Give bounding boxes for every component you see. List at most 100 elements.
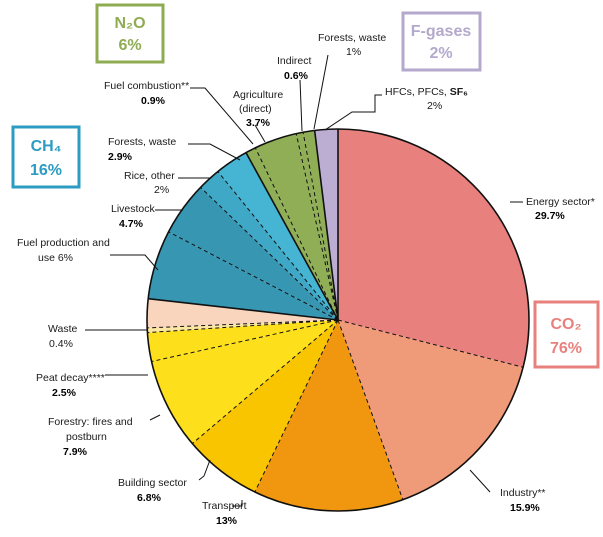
n2o-group-box: N₂O 6% — [95, 3, 165, 64]
leader-fuelprod — [110, 254, 159, 271]
pie-slice-agriculture-direct-13 — [255, 133, 338, 320]
leader-building — [198, 459, 211, 481]
label-waste: Waste 0.4% — [48, 323, 78, 350]
leader-forestry — [149, 414, 161, 421]
svg-text:Forests, waste: Forests, waste — [318, 32, 386, 44]
svg-text:2.9%: 2.9% — [108, 151, 133, 163]
leader-n2oforests — [313, 54, 329, 130]
leader-agri — [254, 124, 266, 143]
leader-ch4forests — [188, 143, 241, 161]
fgas-group-pct: 2% — [429, 45, 452, 62]
leader-hfc — [324, 94, 382, 131]
label-rice: Rice, other 2% — [124, 170, 175, 196]
co2-group-pct: 76% — [550, 340, 582, 357]
ch4-group-box: CH₄ 16% — [11, 125, 81, 189]
leader-indirect — [299, 79, 303, 132]
label-livestock: Livestock 4.7% — [111, 203, 156, 230]
leader-lines — [85, 54, 523, 507]
svg-text:Forestry: fires and: Forestry: fires and — [48, 416, 133, 428]
slice-labels: Energy sector* 29.7% Industry** 15.9% Tr… — [17, 32, 595, 527]
slice-divider-7 — [148, 297, 339, 321]
label-building: Building sector 6.8% — [118, 477, 187, 504]
leader-fuelcomb — [190, 87, 254, 145]
svg-text:Indirect: Indirect — [277, 55, 312, 67]
n2o-group-pct: 6% — [118, 37, 141, 54]
svg-text:Building sector: Building sector — [118, 477, 187, 489]
label-fuelprod: Fuel production and use 6% — [17, 237, 110, 264]
pie-slice-forestry-fires-and-postburn-4 — [151, 320, 338, 444]
fgas-group-box: F-gases 2% — [401, 11, 482, 72]
svg-text:Fuel combustion**: Fuel combustion** — [104, 80, 189, 92]
slice-divider-4 — [151, 319, 339, 363]
svg-text:(direct): (direct) — [239, 103, 272, 115]
label-n2oforests: Forests, waste 1% — [318, 32, 386, 58]
label-transport: Transport 13% — [202, 500, 247, 527]
pie-slice-transport-2 — [254, 320, 403, 512]
slice-divider-1 — [337, 319, 404, 500]
label-forestry: Forestry: fires and postburn 7.9% — [48, 416, 133, 458]
svg-text:29.7%: 29.7% — [535, 210, 565, 222]
svg-text:HFCs, PFCs, SF₆: HFCs, PFCs, SF₆ — [385, 86, 468, 98]
label-indirect: Indirect 0.6% — [277, 55, 312, 82]
pie-slice-livestock-9 — [168, 187, 338, 320]
pie-slice-peat-decay-5 — [147, 320, 338, 362]
pie-slices — [146, 128, 530, 512]
label-agri: Agriculture (direct) 3.7% — [233, 89, 283, 129]
svg-text:Fuel production and: Fuel production and — [17, 237, 110, 249]
svg-text:2%: 2% — [427, 100, 442, 112]
slice-divider-14 — [302, 132, 339, 321]
pie-slice-fuel-production-and-use-8 — [148, 231, 338, 320]
svg-text:Agriculture: Agriculture — [233, 89, 283, 101]
svg-text:Waste: Waste — [48, 323, 78, 335]
pie-slice-industry-1 — [338, 320, 524, 500]
svg-text:Energy sector*: Energy sector* — [526, 196, 595, 208]
slice-divider-5 — [147, 319, 339, 334]
svg-text:0.6%: 0.6% — [284, 70, 309, 82]
pie-slice-building-sector-3 — [192, 320, 338, 492]
label-energy: Energy sector* 29.7% — [526, 196, 595, 222]
svg-text:3.7%: 3.7% — [246, 117, 271, 129]
label-ch4forests: Forests, waste 2.9% — [108, 136, 176, 163]
svg-text:1%: 1% — [346, 46, 361, 58]
n2o-group-name: N₂O — [114, 15, 145, 32]
slice-divider-10 — [217, 171, 339, 321]
slice-divider-13 — [295, 133, 339, 321]
svg-text:Peat decay****: Peat decay**** — [36, 372, 105, 384]
label-hfc: HFCs, PFCs, SF₆ 2% — [385, 86, 468, 112]
svg-text:Forests, waste: Forests, waste — [108, 136, 176, 148]
slice-divider-9 — [200, 186, 339, 321]
co2-group-box: CO₂ 76% — [533, 300, 600, 369]
slice-divider-2 — [254, 319, 339, 493]
ch4-group-name: CH₄ — [31, 138, 62, 155]
svg-text:2.5%: 2.5% — [52, 387, 77, 399]
ch4-group-pct: 16% — [30, 162, 62, 179]
svg-text:Transport: Transport — [202, 500, 247, 512]
pie-outline — [146, 128, 530, 512]
svg-text:postburn: postburn — [66, 431, 107, 443]
pie-slice-forests-waste-15 — [303, 130, 338, 320]
svg-text:6.8%: 6.8% — [137, 492, 162, 504]
svg-text:Rice, other: Rice, other — [124, 170, 175, 182]
svg-text:2%: 2% — [154, 184, 169, 196]
slice-divider-12 — [254, 147, 339, 321]
svg-text:0.9%: 0.9% — [141, 95, 166, 107]
svg-text:15.9%: 15.9% — [510, 502, 540, 514]
label-peat: Peat decay**** 2.5% — [36, 372, 105, 399]
co2-group-name: CO₂ — [550, 316, 581, 333]
svg-text:Industry**: Industry** — [500, 487, 546, 499]
svg-text:4.7%: 4.7% — [119, 218, 144, 230]
pie-slice-indirect-14 — [296, 132, 338, 320]
pie-slice-forests-waste-11 — [217, 152, 338, 320]
svg-text:Livestock: Livestock — [111, 203, 156, 215]
svg-text:7.9%: 7.9% — [63, 446, 88, 458]
leader-industry — [469, 469, 491, 493]
label-fuelcomb: Fuel combustion** 0.9% — [104, 80, 189, 107]
slice-divider-15 — [313, 130, 339, 321]
pie-slice-rice-other-10 — [200, 171, 338, 320]
svg-text:0.4%: 0.4% — [49, 338, 73, 350]
label-industry: Industry** 15.9% — [500, 487, 546, 514]
leader-transport — [232, 500, 243, 507]
slice-divider-6 — [147, 319, 339, 329]
